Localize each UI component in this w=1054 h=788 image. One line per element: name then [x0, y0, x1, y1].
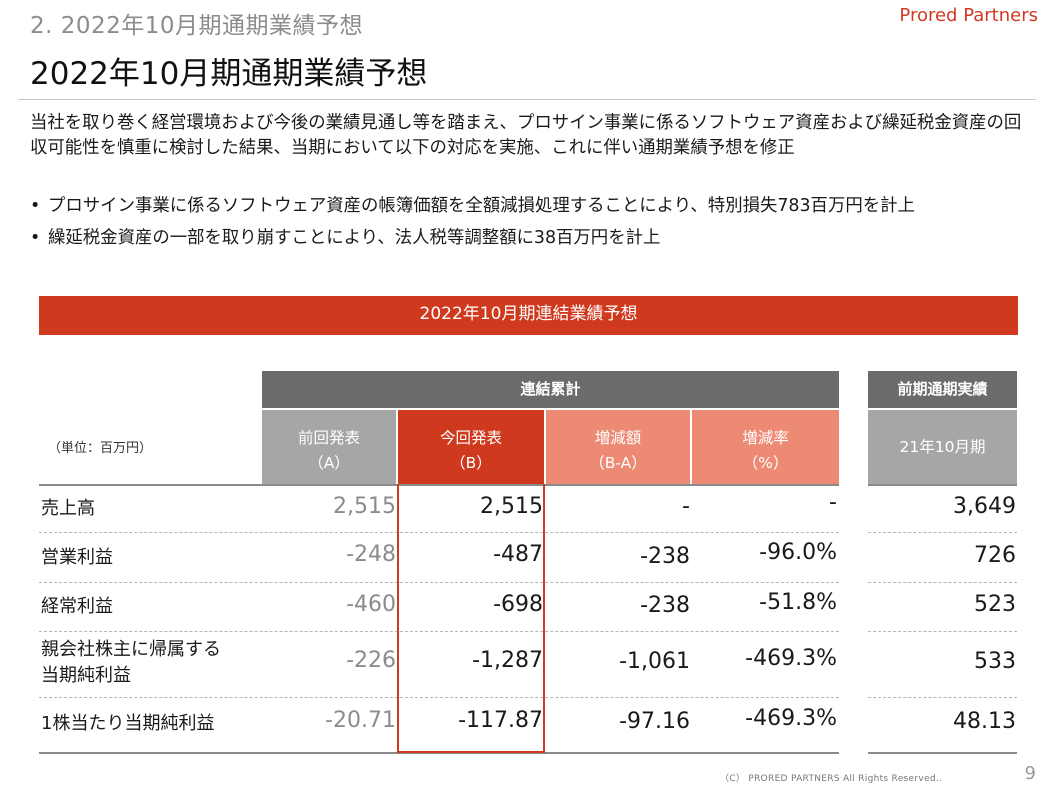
- cell-current-forecast: -1,287: [472, 648, 543, 673]
- table-header-rule: [868, 484, 1017, 486]
- row-divider: [39, 631, 839, 632]
- section-label: 2. 2022年10月期通期業績予想: [30, 13, 364, 39]
- cell-fy21: 523: [974, 592, 1016, 617]
- cell-fy21: 48.13: [953, 709, 1016, 734]
- row-divider: [868, 697, 1017, 698]
- table-header-rule: [39, 484, 839, 486]
- page-title: 2022年10月期通期業績予想: [30, 56, 428, 92]
- unit-label: （単位：百万円）: [48, 441, 153, 456]
- cell-change-rate: -469.3%: [745, 646, 837, 671]
- column-header-previous-forecast: 前回発表 （A）: [262, 410, 396, 484]
- brand-logo: Prored Partners: [899, 5, 1038, 26]
- cell-previous-forecast: 2,515: [333, 494, 396, 519]
- bullet-item: 繰延税金資産の一部を取り崩すことにより、法人税等調整額に38百万円を計上: [30, 226, 1020, 251]
- cell-change-rate: -469.3%: [745, 706, 837, 731]
- cell-previous-forecast: -248: [346, 542, 396, 567]
- row-divider: [39, 582, 839, 583]
- bullet-list: プロサイン事業に係るソフトウェア資産の帳簿価額を全額減損処理することにより、特別…: [30, 194, 1020, 258]
- row-divider: [39, 532, 839, 533]
- cell-change-amount: -97.16: [619, 709, 690, 734]
- cell-current-forecast: 2,515: [480, 494, 543, 519]
- cell-change-rate: -96.0%: [759, 540, 837, 565]
- cell-change-amount: -238: [640, 593, 690, 618]
- row-label: 売上高: [41, 498, 95, 519]
- header-consolidated: 連結累計: [262, 371, 839, 408]
- current-forecast-highlight: [397, 484, 545, 753]
- row-label: 経常利益: [41, 596, 113, 617]
- column-header-fy21: 21年10月期: [868, 410, 1017, 484]
- cell-change-rate: -: [829, 490, 837, 515]
- bullet-item: プロサイン事業に係るソフトウェア資産の帳簿価額を全額減損処理することにより、特別…: [30, 194, 1020, 219]
- cell-previous-forecast: -460: [346, 592, 396, 617]
- cell-change-amount: -1,061: [619, 649, 690, 674]
- copyright-footer: （C） PRORED PARTNERS All Rights Reserved.…: [720, 774, 943, 784]
- cell-change-amount: -: [682, 494, 690, 519]
- cell-current-forecast: -698: [493, 592, 543, 617]
- column-header-change-amount: 増減額 （B-A）: [546, 410, 690, 484]
- cell-current-forecast: -487: [493, 542, 543, 567]
- column-header-current-forecast: 今回発表 （B）: [398, 410, 544, 484]
- cell-change-amount: -238: [640, 544, 690, 569]
- row-divider: [868, 631, 1017, 632]
- page-number: 9: [1024, 763, 1036, 784]
- header-previous-actual: 前期通期実績: [868, 371, 1017, 408]
- cell-change-rate: -51.8%: [759, 590, 837, 615]
- row-divider: [39, 697, 839, 698]
- cell-current-forecast: -117.87: [458, 708, 543, 733]
- row-label: 営業利益: [41, 547, 113, 568]
- table-bottom-rule: [868, 752, 1017, 754]
- row-divider: [868, 582, 1017, 583]
- cell-previous-forecast: -20.71: [325, 708, 396, 733]
- cell-fy21: 726: [974, 543, 1016, 568]
- cell-fy21: 3,649: [953, 494, 1016, 519]
- intro-paragraph: 当社を取り巻く経営環境および今後の業績見通し等を踏まえ、プロサイン事業に係るソフ…: [30, 113, 1022, 158]
- row-label: 1株当たり当期純利益: [41, 713, 215, 734]
- table-banner: 2022年10月期連結業績予想: [39, 296, 1018, 335]
- title-divider: [18, 99, 1036, 100]
- row-divider: [868, 532, 1017, 533]
- column-header-change-rate: 増減率 （%）: [692, 410, 839, 484]
- table-bottom-rule: [39, 752, 839, 754]
- cell-fy21: 533: [974, 649, 1016, 674]
- cell-previous-forecast: -226: [346, 648, 396, 673]
- row-label: 親会社株主に帰属する 当期純利益: [41, 639, 221, 686]
